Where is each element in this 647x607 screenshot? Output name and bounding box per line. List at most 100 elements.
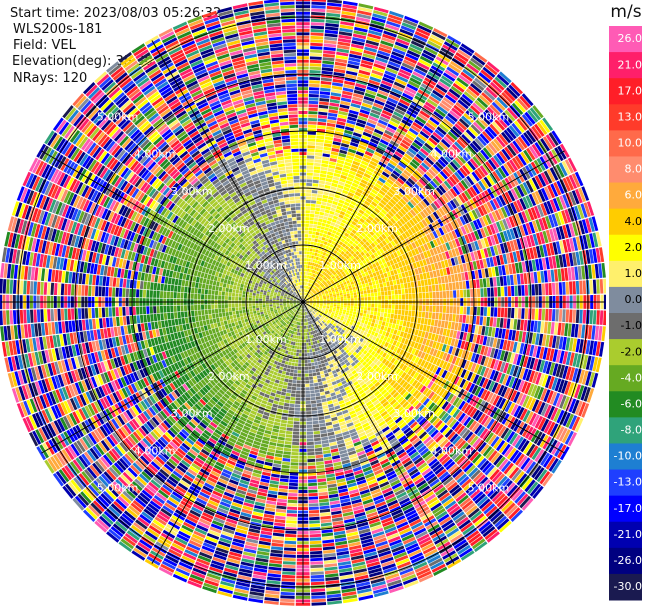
velocity-gate bbox=[546, 168, 556, 183]
velocity-gate bbox=[531, 143, 542, 157]
velocity-gate bbox=[319, 306, 323, 308]
velocity-gate bbox=[404, 56, 418, 65]
velocity-gate bbox=[314, 159, 322, 163]
velocity-gate bbox=[365, 282, 369, 287]
velocity-gate bbox=[343, 164, 351, 170]
velocity-gate bbox=[361, 319, 365, 324]
velocity-gate bbox=[307, 294, 311, 298]
velocity-gate bbox=[448, 363, 455, 373]
velocity-gate bbox=[362, 176, 370, 182]
velocity-gate bbox=[317, 121, 327, 126]
velocity-gate bbox=[385, 126, 396, 134]
velocity-gate bbox=[399, 98, 410, 107]
velocity-gate bbox=[345, 70, 358, 76]
velocity-gate bbox=[452, 282, 456, 290]
velocity-gate bbox=[356, 13, 371, 20]
velocity-gate bbox=[328, 263, 332, 267]
velocity-gate bbox=[363, 276, 367, 281]
velocity-gate bbox=[503, 387, 511, 399]
velocity-gate bbox=[588, 217, 595, 232]
velocity-gate bbox=[588, 340, 594, 355]
velocity-gate bbox=[568, 337, 574, 352]
velocity-gate bbox=[378, 329, 384, 335]
velocity-gate bbox=[484, 128, 495, 140]
velocity-gate bbox=[347, 226, 353, 232]
velocity-gate bbox=[459, 216, 466, 226]
velocity-gate bbox=[317, 194, 323, 198]
velocity-gate bbox=[549, 348, 555, 362]
velocity-gate bbox=[425, 292, 429, 299]
velocity-gate bbox=[374, 276, 378, 281]
velocity-gate bbox=[404, 203, 412, 211]
velocity-gate bbox=[370, 20, 385, 27]
velocity-gate bbox=[309, 298, 313, 300]
velocity-gate bbox=[464, 162, 474, 173]
velocity-gate bbox=[326, 234, 331, 239]
velocity-gate bbox=[303, 295, 305, 299]
velocity-gate bbox=[591, 216, 599, 232]
velocity-gate bbox=[575, 236, 582, 251]
velocity-gate bbox=[497, 425, 507, 437]
velocity-gate bbox=[354, 176, 362, 182]
velocity-gate bbox=[360, 294, 364, 298]
velocity-gate bbox=[453, 375, 460, 385]
velocity-gate bbox=[548, 256, 554, 269]
velocity-gate bbox=[545, 134, 556, 148]
velocity-gate bbox=[325, 206, 331, 211]
velocity-gate bbox=[438, 284, 443, 291]
velocity-gate bbox=[383, 168, 392, 175]
velocity-gate bbox=[345, 123, 355, 129]
velocity-gate bbox=[497, 384, 505, 396]
velocity-gate bbox=[480, 149, 490, 160]
velocity-gate bbox=[313, 256, 317, 260]
velocity-gate bbox=[360, 330, 365, 335]
velocity-gate bbox=[521, 261, 527, 273]
velocity-gate bbox=[366, 122, 376, 129]
velocity-gate bbox=[323, 296, 326, 299]
velocity-gate bbox=[412, 196, 420, 204]
velocity-gate bbox=[351, 135, 361, 141]
velocity-gate bbox=[381, 278, 386, 283]
velocity-gate bbox=[474, 169, 483, 180]
velocity-gate bbox=[461, 272, 466, 281]
velocity-gate bbox=[562, 177, 571, 192]
velocity-gate bbox=[337, 184, 344, 190]
velocity-gate bbox=[511, 285, 515, 297]
velocity-gate bbox=[491, 211, 499, 222]
velocity-gate bbox=[318, 183, 325, 188]
velocity-gate bbox=[582, 354, 589, 370]
velocity-gate bbox=[549, 167, 559, 181]
velocity-gate bbox=[376, 53, 390, 60]
velocity-gate bbox=[356, 169, 365, 176]
velocity-gate bbox=[461, 323, 466, 332]
velocity-gate bbox=[309, 302, 313, 304]
velocity-gate bbox=[456, 331, 461, 340]
velocity-gate bbox=[332, 307, 337, 310]
velocity-gate bbox=[562, 309, 566, 323]
velocity-gate bbox=[406, 264, 411, 271]
velocity-gate bbox=[560, 268, 565, 282]
velocity-gate bbox=[330, 315, 334, 318]
velocity-gate bbox=[420, 317, 425, 325]
velocity-gate bbox=[324, 136, 334, 141]
velocity-gate bbox=[484, 109, 496, 121]
velocity-gate bbox=[309, 283, 312, 287]
velocity-gate bbox=[558, 282, 563, 295]
velocity-gate bbox=[483, 346, 489, 356]
velocity-gate bbox=[363, 310, 367, 314]
velocity-gate bbox=[307, 282, 309, 286]
velocity-gate bbox=[409, 188, 417, 196]
velocity-gate bbox=[572, 353, 579, 367]
velocity-gate bbox=[477, 135, 487, 147]
velocity-gate bbox=[376, 204, 383, 211]
velocity-gate bbox=[336, 205, 342, 211]
velocity-gate bbox=[513, 239, 519, 251]
velocity-gate bbox=[307, 145, 315, 149]
velocity-gate bbox=[407, 282, 411, 288]
velocity-gate bbox=[537, 417, 547, 431]
velocity-gate bbox=[346, 333, 351, 337]
velocity-gate bbox=[381, 240, 387, 246]
velocity-gate bbox=[388, 188, 396, 196]
velocity-gate bbox=[424, 318, 428, 325]
velocity-gate bbox=[391, 224, 398, 231]
